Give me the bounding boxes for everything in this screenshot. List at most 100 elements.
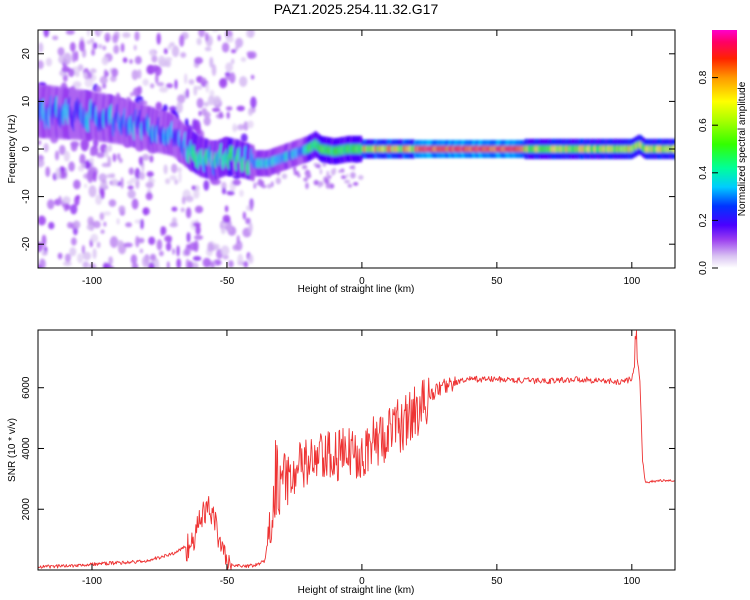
noise-blob [293,165,297,172]
noise-blob [81,162,86,169]
noise-blob [110,265,114,268]
spectrogram-y-tick-label: -20 [21,237,32,252]
noise-blob [132,87,141,97]
noise-blob [209,56,214,68]
noise-blob [224,205,229,213]
figure-title: PAZ1.2025.254.11.32.G17 [274,1,439,17]
noise-blob [154,65,162,76]
noise-blob [63,261,72,267]
noise-blob [326,170,329,178]
noise-blob [328,175,332,179]
noise-blob [101,56,109,66]
noise-blob [77,253,84,264]
noise-blob [58,170,67,179]
noise-blob [341,175,347,180]
noise-blob [178,171,182,184]
noise-blob [191,185,196,191]
noise-blob [237,124,245,131]
noise-blob [191,262,199,268]
colorbar-gradient [712,30,737,268]
noise-blob [224,76,231,81]
noise-blob [118,205,126,214]
noise-blob [68,161,75,172]
noise-blob [222,214,231,223]
noise-blob [236,235,240,244]
noise-blob [86,159,90,170]
noise-blob [338,169,341,173]
noise-blob [226,111,230,119]
noise-blob [38,264,42,268]
noise-blob [126,180,134,185]
noise-blob [184,73,188,84]
noise-blob [99,76,108,85]
noise-blob [195,224,201,235]
noise-blob [193,240,199,253]
noise-blob [187,260,193,268]
snr-x-tick-label: -100 [82,576,102,587]
noise-blob [171,206,178,212]
noise-blob [225,106,233,111]
noise-blob [145,192,153,201]
noise-blob [81,244,85,255]
noise-blob [146,171,154,178]
noise-blob [100,229,105,234]
noise-blob [134,56,142,65]
noise-blob [162,104,168,112]
noise-blob [138,156,144,165]
noise-blob [159,250,164,257]
noise-blob [303,177,308,182]
noise-blob [70,142,78,152]
noise-blob [221,42,230,53]
snr-x-tick-label: 0 [359,576,365,587]
snr-y-tick-label: 2000 [21,498,32,521]
noise-blob [222,254,229,260]
noise-blob [236,105,245,112]
noise-blob [43,143,49,153]
noise-blob [230,49,237,54]
noise-blob [246,30,250,38]
noise-blob [225,62,233,72]
noise-blob [120,43,125,53]
noise-blob [101,179,107,185]
noise-blob [180,52,187,58]
noise-blob [194,205,204,214]
noise-blob [97,30,104,34]
noise-blob [313,179,319,186]
colorbar-ticks: 0.0 0.2 0.4 0.6 0.8 [698,70,718,275]
noise-blob [133,44,137,51]
noise-blob [127,185,134,190]
noise-blob [243,261,249,268]
noise-blob [150,83,155,89]
noise-blob [118,157,123,164]
noise-blob [210,261,215,268]
noise-blob [58,55,65,64]
noise-blob [74,50,79,62]
noise-blob [112,153,117,162]
noise-blob [240,57,247,62]
noise-blob [76,194,81,200]
noise-blob [212,178,221,186]
noise-blob [86,40,92,45]
noise-blob [45,57,53,67]
noise-blob [198,30,205,38]
noise-blob [186,232,191,243]
noise-blob [203,101,209,107]
noise-blob [301,164,308,170]
noise-blob [165,242,172,252]
noise-blob [245,217,251,225]
noise-blob [110,173,116,179]
noise-blob [99,212,105,221]
noise-blob [61,66,71,73]
noise-blob [181,196,186,205]
noise-blob [250,74,255,80]
noise-blob [193,85,198,96]
noise-blob [38,42,44,53]
noise-blob [212,243,220,251]
noise-blob [142,153,150,161]
noise-blob [75,71,80,78]
noise-blob [225,71,231,78]
noise-blob [129,92,134,97]
noise-blob [346,173,349,178]
noise-blob [64,253,71,263]
